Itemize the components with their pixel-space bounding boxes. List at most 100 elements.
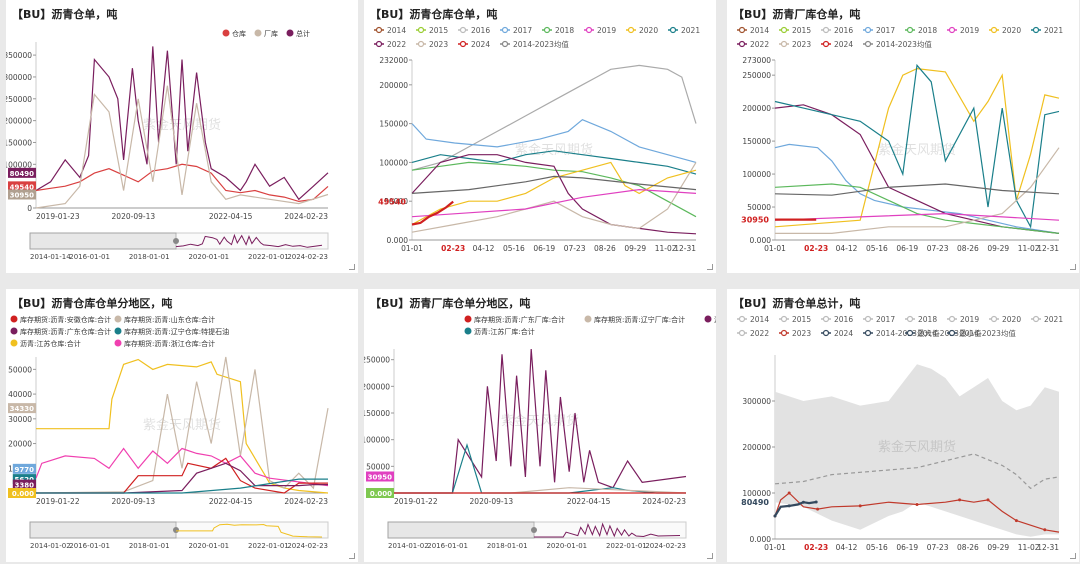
x-tick-label: 2024-02-23 <box>642 497 686 506</box>
navigator-tick-label: 2016-01-01 <box>69 253 110 261</box>
x-tick-label: 2019-01-22 <box>394 497 438 506</box>
series-line <box>411 161 697 218</box>
x-tick-label: 2019-01-23 <box>36 212 80 221</box>
series-line <box>394 348 687 494</box>
navigator-tick-label: 2024-02-23 <box>287 542 328 550</box>
chart-panel-6: 【BU】沥青仓单总计，吨 2014 2015 2016 2017 2018 2019 202… <box>727 289 1079 562</box>
legend-swatch <box>10 327 18 335</box>
x-tick-label: 2022-04-15 <box>209 497 253 506</box>
navigator-tick-label: 2014-01-14 <box>30 253 71 261</box>
y-tick-label: 50000 <box>8 365 32 374</box>
y-tick-label: 150000 <box>742 137 771 146</box>
series-line <box>775 147 1060 234</box>
navigator-tick-label: 2018-01-01 <box>487 542 528 550</box>
legend-swatch <box>10 315 18 323</box>
resize-handle[interactable] <box>349 264 355 270</box>
series-line <box>411 154 697 235</box>
latest-value-label: 34330 <box>10 405 34 413</box>
y-tick-label: 50000 <box>384 197 408 206</box>
resize-handle[interactable] <box>707 553 713 559</box>
navigator-tick-label: 2018-01-01 <box>129 253 170 261</box>
resize-handle[interactable] <box>1070 553 1076 559</box>
x-tick-label: 2020-09-13 <box>470 497 514 506</box>
y-tick-label: 0.000 <box>750 535 772 544</box>
chart-title: 【BU】沥青厂库仓单分地区，吨 <box>370 297 531 310</box>
x-tick-label: 06-19 <box>896 244 918 253</box>
series-line <box>411 162 697 233</box>
legend-label: 库存期货:沥青:辽宁厂库:合计 <box>594 315 685 324</box>
resize-handle[interactable] <box>707 264 713 270</box>
y-tick-label: 273000 <box>742 56 771 65</box>
legend-label: 2018 <box>918 26 937 35</box>
navigator-sparkline <box>175 233 323 248</box>
legend-label: 2020 <box>1002 26 1021 35</box>
series-line <box>774 500 817 517</box>
y-tick-label: 350000 <box>6 51 32 60</box>
legend-swatch <box>990 26 998 34</box>
series-line <box>774 143 1060 234</box>
x-tick-label: 05-16 <box>866 543 888 552</box>
legend-swatch <box>464 315 472 323</box>
y-tick-label: 40000 <box>8 390 32 399</box>
legend-swatch <box>501 40 509 48</box>
y-tick-label: 200000 <box>742 443 771 452</box>
legend-swatch <box>1032 315 1040 323</box>
legend-label: 仓库 <box>232 29 246 38</box>
legend-swatch <box>738 40 746 48</box>
chart-panel-3: 【BU】沥青厂库仓单，吨 2014 2015 2016 2017 2018 2019 202… <box>727 0 1079 273</box>
latest-value-tag <box>366 471 394 482</box>
latest-value-tag <box>12 479 37 490</box>
series-line <box>411 188 697 218</box>
series-line <box>36 358 329 494</box>
x-tick-label: 2020-09-13 <box>112 212 156 221</box>
legend-swatch <box>738 329 746 337</box>
legend-label: 总计 <box>296 29 310 38</box>
legend-swatch <box>948 329 956 337</box>
legend-label: 2021 <box>1044 26 1063 35</box>
x-tick-label: 11-02 <box>1018 543 1040 552</box>
legend-label: 2022 <box>750 40 769 49</box>
chart-title: 【BU】沥青仓单总计，吨 <box>733 297 861 310</box>
y-tick-label: 150000 <box>6 138 32 147</box>
x-tick-label: 04-12 <box>836 244 858 253</box>
x-tick-label: 2024-02-23 <box>284 212 328 221</box>
latest-value-tag <box>8 167 36 178</box>
legend-label: 2022 <box>750 329 769 338</box>
legend-swatch <box>780 26 788 34</box>
series-line <box>774 67 1060 228</box>
y-tick-label: 20000 <box>8 440 32 449</box>
x-tick-label: 08-26 <box>957 244 979 253</box>
legend-label: 沥青:江苏仓库:合计 <box>20 339 81 348</box>
range-band <box>775 364 1059 537</box>
navigator-tick-label: 2024-02-23 <box>645 542 686 550</box>
x-tick-label: 07-23 <box>927 244 949 253</box>
legend-label: 2024 <box>471 40 490 49</box>
latest-value-label: 3380 <box>15 482 35 490</box>
chart-panel-5: 【BU】沥青厂库仓单分地区，吨 库存期货:沥青:广东厂库:合计 库存期货:沥青:辽… <box>364 289 716 562</box>
y-tick-label: 150000 <box>364 409 390 418</box>
legend-label: 2019 <box>960 315 979 324</box>
data-point <box>986 498 990 502</box>
series-line <box>411 161 697 226</box>
legend-swatch <box>822 40 830 48</box>
latest-value-label: 0.000 <box>370 490 392 498</box>
legend-label: 2024 <box>834 329 853 338</box>
legend-swatch <box>906 26 914 34</box>
series-line <box>35 46 329 201</box>
latest-value-label: 49540 <box>10 183 34 191</box>
resize-handle[interactable] <box>1070 264 1076 270</box>
series-line <box>774 492 1060 533</box>
series-line <box>36 462 328 494</box>
legend-label: 2015 <box>429 26 448 35</box>
latest-value-label: 9770 <box>15 466 35 474</box>
legend-swatch <box>627 26 635 34</box>
series-line <box>411 175 697 194</box>
x-tick-label: 07-23 <box>927 543 949 552</box>
legend-swatch <box>864 40 872 48</box>
legend-label: 2020 <box>1002 315 1021 324</box>
x-tick-label: 05-16 <box>503 244 525 253</box>
latest-value-label: 80490 <box>10 170 34 178</box>
resize-handle[interactable] <box>349 553 355 559</box>
data-point <box>801 500 805 504</box>
legend-label: 2017 <box>876 26 895 35</box>
